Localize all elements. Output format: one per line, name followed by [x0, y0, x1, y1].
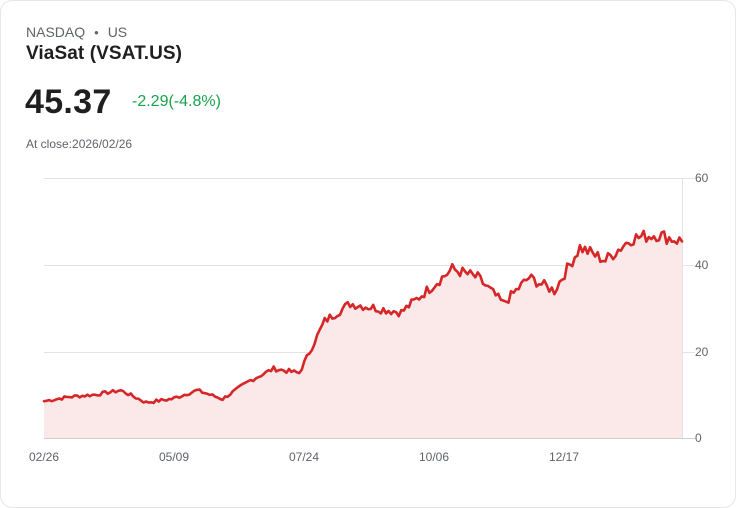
close-info: At close:2026/02/26 [26, 137, 133, 151]
exchange-line: NASDAQ • US [26, 24, 127, 40]
country-code: US [107, 24, 128, 40]
y-tick-0: 0 [695, 431, 702, 445]
exchange-name: NASDAQ [26, 24, 86, 40]
stock-price: 45.37 [25, 83, 112, 121]
y-tick-20: 20 [695, 345, 709, 359]
x-tick-1006: 10/06 [418, 450, 450, 464]
price-chart[interactable]: 60 40 20 0 02/26 05/09 07/24 10/06 12/17 [1, 161, 736, 471]
chart-svg [42, 178, 695, 439]
price-change: -2.29(-4.8%) [132, 93, 221, 110]
x-tick-0226: 02/26 [28, 450, 60, 464]
price-line [42, 229, 684, 405]
x-tick-0724: 07/24 [288, 450, 320, 464]
separator-dot: • [94, 24, 99, 40]
stock-title: ViaSat (VSAT.US) [26, 43, 183, 64]
x-tick-1217: 12/17 [548, 450, 580, 464]
price-area [44, 230, 682, 438]
y-tick-40: 40 [695, 258, 709, 272]
x-tick-0509: 05/09 [158, 450, 190, 464]
y-tick-60: 60 [695, 171, 709, 185]
